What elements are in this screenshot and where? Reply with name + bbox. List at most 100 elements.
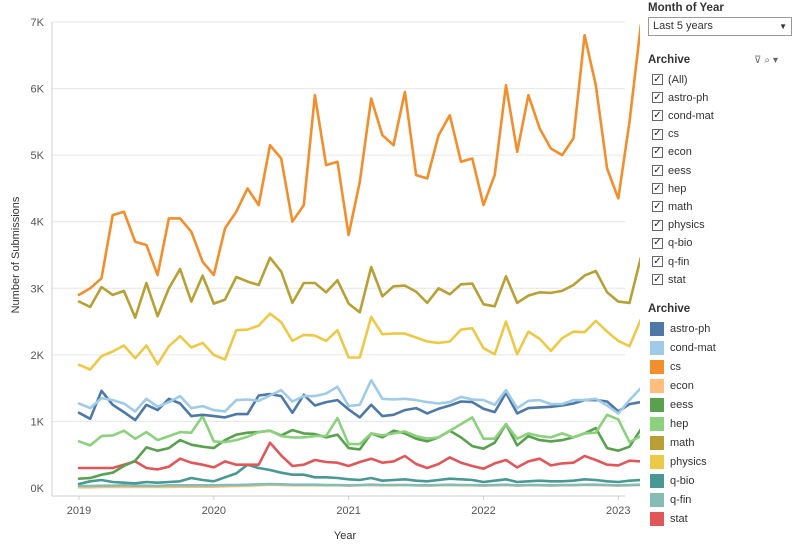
legend-item[interactable]: physics [650,453,707,471]
x-axis-title: Year [334,530,357,542]
checkbox-checked-icon[interactable]: ✓ [652,273,663,286]
series-line-cond-mat[interactable] [77,378,640,415]
y-tick-label: 6K [31,84,45,96]
x-tick-label: 2022 [471,505,495,517]
archive-filter-item[interactable]: ✓ econ [652,144,692,161]
y-tick-label: 3K [31,283,45,295]
legend-label: eess [670,399,694,411]
legend-item[interactable]: q-fin [650,491,691,509]
archive-filter-label: cond-mat [668,109,714,122]
archive-filter-item[interactable]: ✓ astro-ph [652,89,708,106]
series-line-cs[interactable] [77,24,640,297]
series-lines [77,24,640,489]
legend-item[interactable]: stat [650,510,688,528]
archive-filter-item[interactable]: ✓ hep [652,180,686,197]
y-tick-label: 5K [31,150,45,162]
checkbox-checked-icon[interactable]: ✓ [652,73,663,85]
y-axis-title: Number of Submissions [10,196,22,313]
legend-label: q-bio [670,475,695,487]
legend-swatch [650,398,664,412]
checkbox-checked-icon[interactable]: ✓ [652,237,663,249]
legend-item[interactable]: eess [650,396,693,414]
legend-swatch [650,379,664,393]
checkbox-checked-icon[interactable]: ✓ [652,128,663,140]
legend-label: econ [670,380,694,392]
legend-swatch [650,474,664,488]
menu-arrow-icon[interactable]: ▾ [772,55,781,66]
chevron-down-icon: ▼ [779,22,787,31]
archive-filter-item[interactable]: ✓ physics [652,217,705,234]
archive-filter-item[interactable]: ✓ q-bio [652,235,692,252]
legend-label: cond-mat [670,342,716,354]
checkbox-checked-icon[interactable]: ✓ [652,200,663,213]
archive-filter-item[interactable]: ✓ eess [652,162,691,179]
archive-filter-label: q-bio [668,237,693,250]
legend-swatch [650,360,664,374]
archive-filter-item[interactable]: ✓ q-fin [652,253,689,270]
checkbox-checked-icon[interactable]: ✓ [652,109,663,122]
legend-item[interactable]: hep [650,415,688,433]
checkbox-checked-icon[interactable]: ✓ [652,164,663,176]
gridlines [52,21,625,422]
archive-filter-label: physics [668,219,705,232]
line-chart: 0K 1K 2K 3K 4K 5K 6K 7K 2019 2020 2021 2022 2023 Nu… [10,17,640,542]
series-line-eess[interactable] [77,422,640,481]
legend-title: Archive [648,303,691,315]
y-tick-label: 4K [31,217,45,229]
legend-label: cs [670,361,681,373]
checkbox-checked-icon[interactable]: ✓ [652,91,663,104]
legend-item[interactable]: cond-mat [650,339,716,357]
y-tick-label: 0K [31,483,45,495]
y-axis: 0K 1K 2K 3K 4K 5K 6K 7K [31,17,53,496]
legend-item[interactable]: econ [650,377,694,395]
checkbox-checked-icon[interactable]: ✓ [652,255,663,267]
archive-filter-label: (All) [668,73,688,86]
month-filter-value: Last 5 years [653,20,713,32]
legend-swatch [650,455,664,469]
x-axis: 2019 2020 2021 2022 2023 [52,495,631,517]
legend-label: q-fin [670,494,692,506]
series-line-stat[interactable] [77,441,640,471]
legend-label: hep [670,418,689,430]
legend-item[interactable]: astro-ph [650,320,710,338]
legend-swatch [650,417,664,431]
x-tick-label: 2021 [336,505,360,517]
checkbox-checked-icon[interactable]: ✓ [652,182,663,195]
archive-filter-label: math [668,200,693,213]
archive-filter-label: astro-ph [668,91,709,104]
series-line-hep[interactable] [77,413,640,447]
archive-filter-label: stat [668,273,686,286]
series-line-q-bio[interactable] [77,463,640,486]
month-filter-dropdown[interactable]: Last 5 years ▼ [648,17,792,36]
archive-filter-label: cs [668,128,679,141]
legend-item[interactable]: math [650,434,694,452]
archive-filter-label: q-fin [668,255,690,268]
series-line-physics[interactable] [77,312,640,371]
legend-label: astro-ph [670,323,711,335]
y-tick-label: 1K [31,416,45,428]
archive-filter-label: hep [668,182,687,195]
legend-item[interactable]: cs [650,358,681,376]
legend-label: stat [670,513,688,525]
legend-label: physics [670,456,707,468]
legend-swatch [650,322,664,336]
month-filter-title: Month of Year [648,2,724,14]
archive-filter-item[interactable]: ✓ cond-mat [652,107,714,124]
x-tick-label: 2019 [67,505,91,517]
archive-filter-item[interactable]: ✓ (All) [652,71,688,88]
archive-filter-item[interactable]: ✓ stat [652,271,686,288]
series-line-math[interactable] [77,256,640,319]
legend-item[interactable]: q-bio [650,472,694,490]
checkbox-checked-icon[interactable]: ✓ [652,146,663,158]
x-tick-label: 2023 [606,505,630,517]
funnel-icon[interactable]: ⊽ [754,55,765,66]
checkbox-checked-icon[interactable]: ✓ [652,219,663,231]
x-tick-label: 2020 [202,505,226,517]
archive-filter-title: Archive [648,54,691,66]
search-icon[interactable]: ⌕ [764,55,773,66]
legend-label: math [670,437,695,449]
series-line-q-fin[interactable] [77,482,640,488]
archive-filter-item[interactable]: ✓ math [652,198,692,215]
legend-swatch [650,493,664,507]
archive-filter-item[interactable]: ✓ cs [652,126,679,143]
